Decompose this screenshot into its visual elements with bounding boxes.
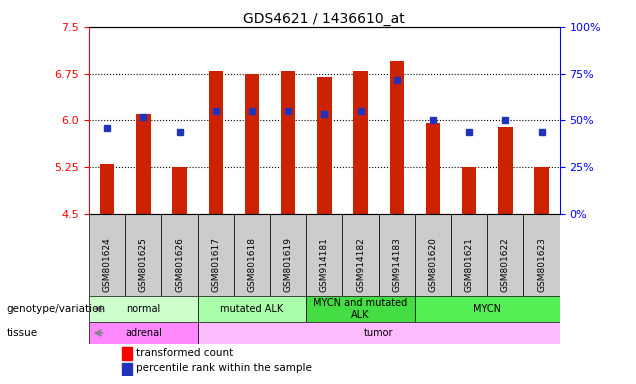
Text: GSM801621: GSM801621 xyxy=(465,237,474,291)
Bar xyxy=(234,214,270,296)
Bar xyxy=(89,322,198,344)
Bar xyxy=(378,214,415,296)
Text: GSM801625: GSM801625 xyxy=(139,237,148,291)
Text: mutated ALK: mutated ALK xyxy=(220,304,284,314)
Bar xyxy=(100,164,114,214)
Bar xyxy=(245,74,259,214)
Bar xyxy=(462,167,476,214)
Bar xyxy=(389,61,404,214)
Bar xyxy=(342,214,378,296)
Text: adrenal: adrenal xyxy=(125,328,162,338)
Text: GSM914182: GSM914182 xyxy=(356,237,365,291)
Bar xyxy=(270,214,307,296)
Bar xyxy=(125,214,162,296)
Text: transformed count: transformed count xyxy=(136,348,233,358)
Bar xyxy=(281,71,295,214)
Bar xyxy=(122,362,132,375)
Bar xyxy=(89,296,198,322)
Text: percentile rank within the sample: percentile rank within the sample xyxy=(136,363,312,373)
Bar xyxy=(198,296,307,322)
Text: GSM801619: GSM801619 xyxy=(284,237,293,291)
Text: GSM801626: GSM801626 xyxy=(175,237,184,291)
Bar xyxy=(487,214,523,296)
Bar xyxy=(415,296,560,322)
Bar xyxy=(172,167,187,214)
Text: GSM914183: GSM914183 xyxy=(392,237,401,291)
Text: tumor: tumor xyxy=(364,328,394,338)
Text: GSM914181: GSM914181 xyxy=(320,237,329,291)
Bar xyxy=(415,214,451,296)
Bar xyxy=(162,214,198,296)
Text: normal: normal xyxy=(126,304,160,314)
Bar xyxy=(198,214,234,296)
Bar xyxy=(534,167,549,214)
Bar xyxy=(354,71,368,214)
Text: GSM801624: GSM801624 xyxy=(102,237,112,291)
Text: GSM801620: GSM801620 xyxy=(429,237,438,291)
Bar xyxy=(451,214,487,296)
Text: MYCN and mutated
ALK: MYCN and mutated ALK xyxy=(314,298,408,319)
Bar xyxy=(425,124,440,214)
Bar xyxy=(317,77,331,214)
Text: genotype/variation: genotype/variation xyxy=(6,304,106,314)
Bar xyxy=(498,127,513,214)
Text: MYCN: MYCN xyxy=(473,304,501,314)
Text: GSM801623: GSM801623 xyxy=(537,237,546,291)
Bar xyxy=(198,322,560,344)
Text: GSM801617: GSM801617 xyxy=(211,237,220,291)
Bar xyxy=(209,71,223,214)
Text: GSM801622: GSM801622 xyxy=(501,237,510,291)
Text: tissue: tissue xyxy=(6,328,38,338)
Bar xyxy=(523,214,560,296)
Bar xyxy=(307,214,342,296)
Bar xyxy=(307,296,415,322)
Bar xyxy=(89,214,125,296)
Text: GSM801618: GSM801618 xyxy=(247,237,256,291)
Bar xyxy=(136,114,151,214)
Bar xyxy=(122,348,132,359)
Title: GDS4621 / 1436610_at: GDS4621 / 1436610_at xyxy=(244,12,405,26)
